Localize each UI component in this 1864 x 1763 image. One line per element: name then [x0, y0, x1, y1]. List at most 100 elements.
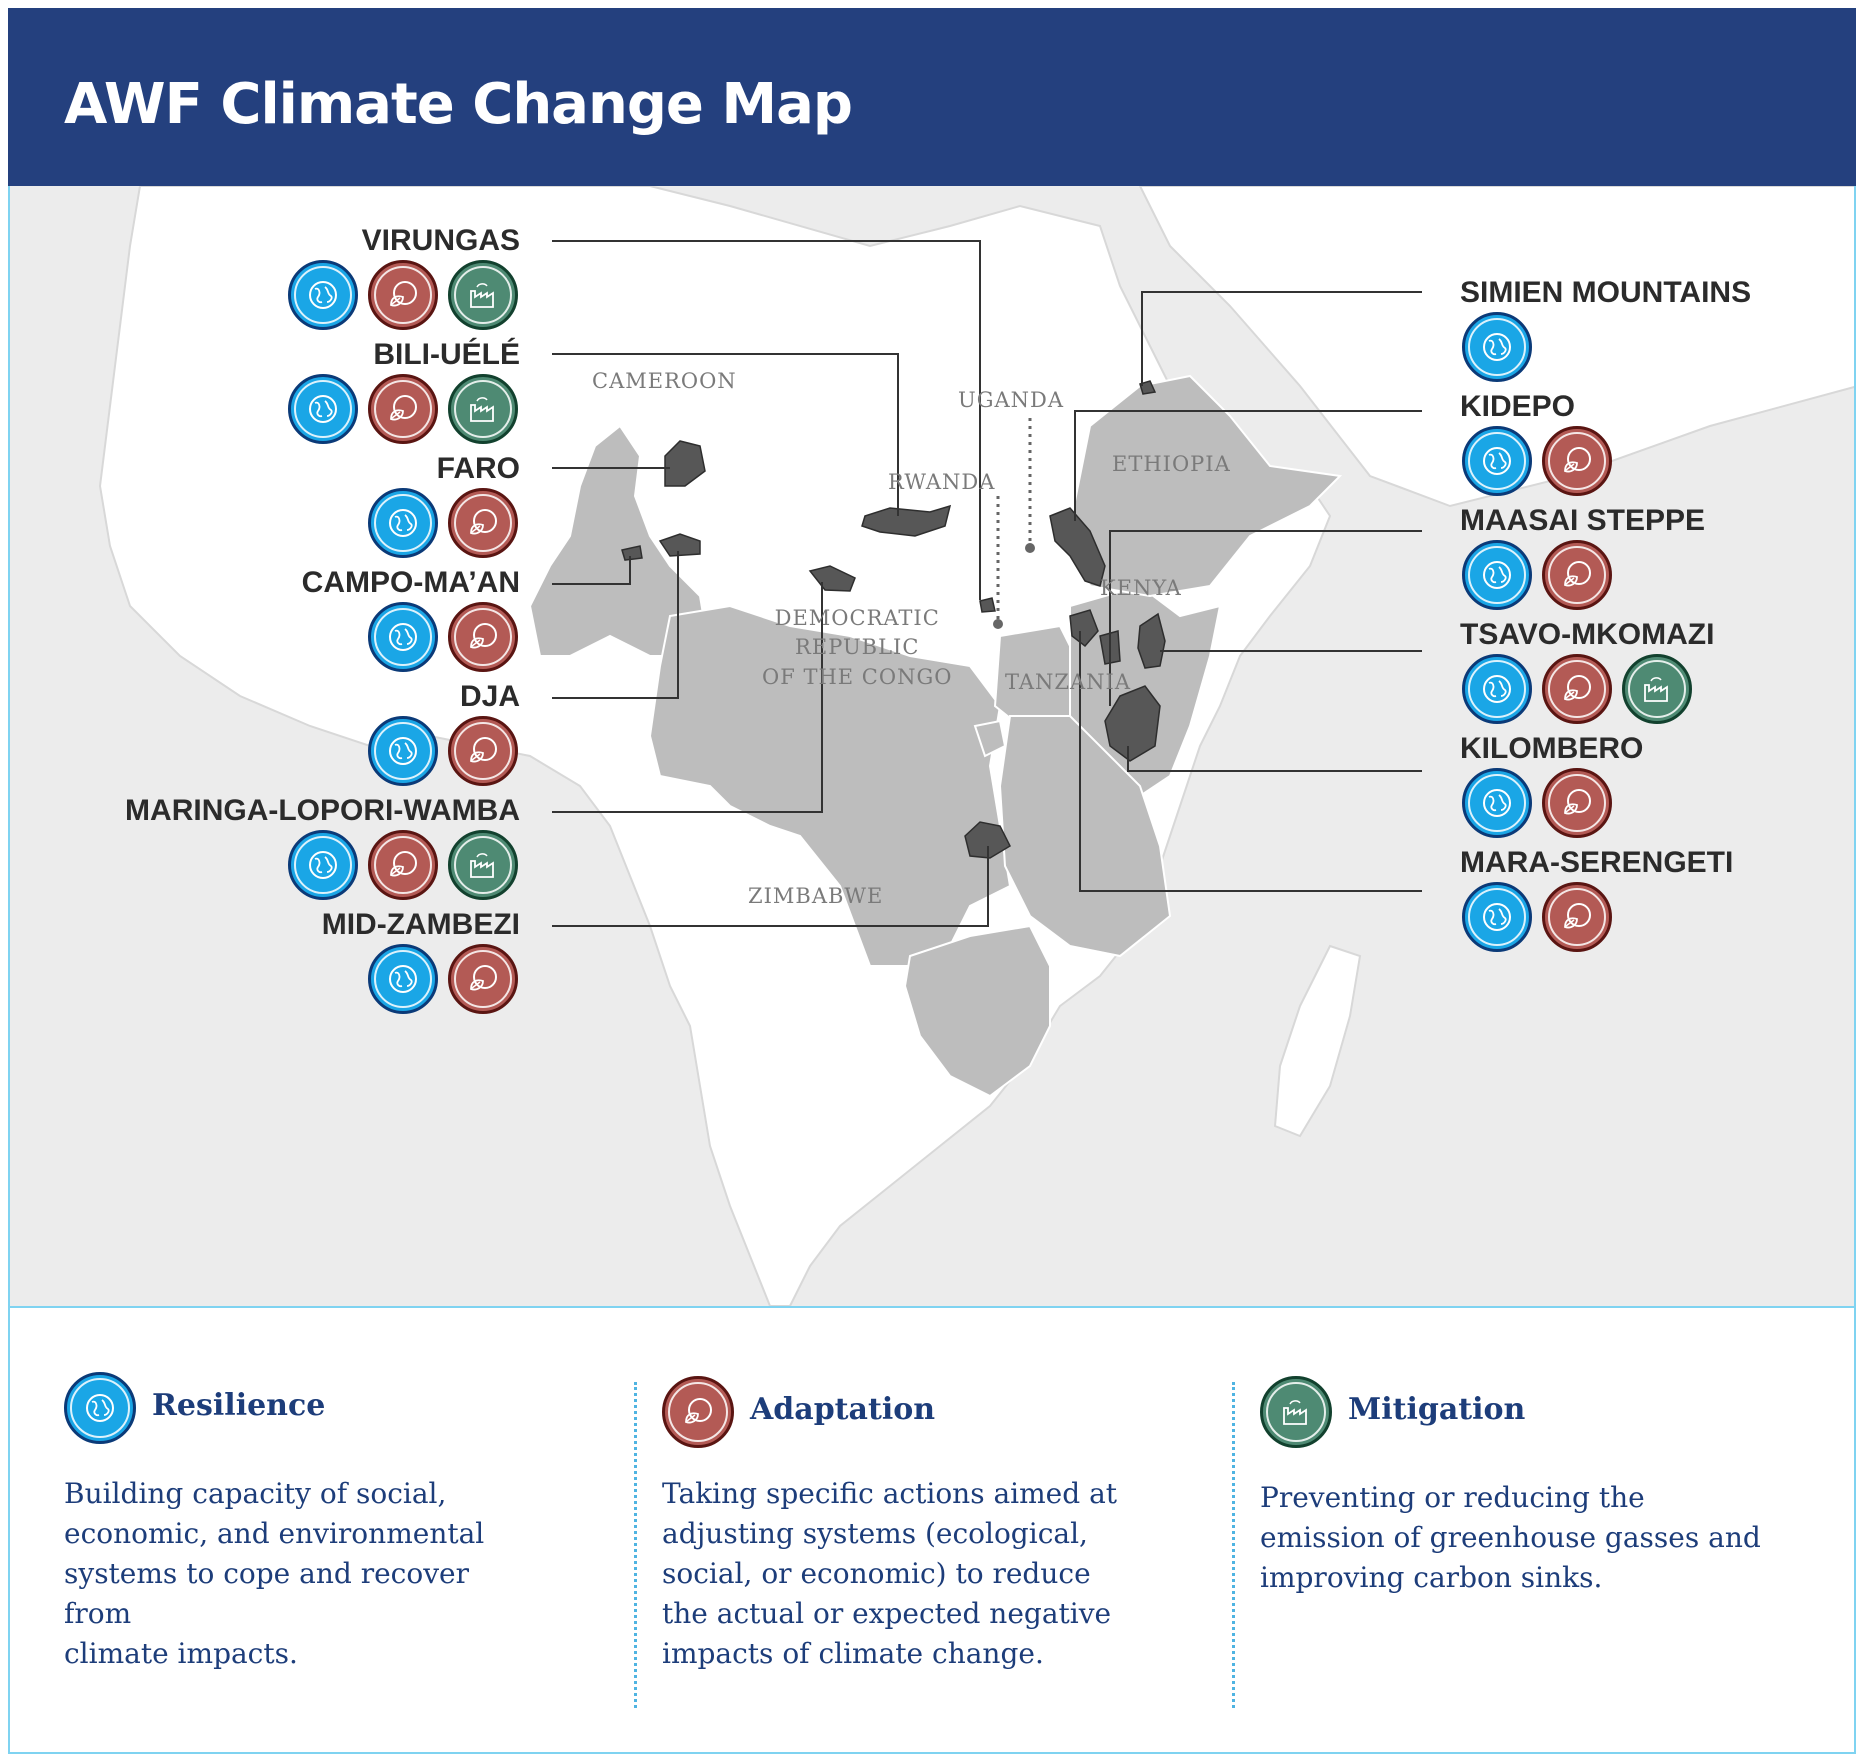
legend-mitigation-line: emission of greenhouse gasses and [1260, 1521, 1761, 1554]
uganda-pointer-dot [1025, 543, 1035, 553]
adaptation-badge [1542, 540, 1612, 610]
legend-mitigation-line: improving carbon sinks. [1260, 1561, 1603, 1594]
legend-panel: Resilience Building capacity of social, … [8, 1306, 1856, 1754]
campo-maan-area [621, 545, 643, 561]
site-label-campo-ma-an: CAMPO-MA’AN [301, 566, 520, 599]
mitigation-badge [448, 260, 518, 330]
globe-hands-icon [309, 281, 337, 309]
site-icons-faro [368, 488, 518, 558]
legend-resilience-line: climate impacts. [64, 1637, 298, 1670]
legend-adaptation-line: the actual or expected negative [662, 1597, 1112, 1630]
adaptation-badge [448, 944, 518, 1014]
factory-icon [470, 283, 494, 308]
legend-adaptation-line: adjusting systems (ecological, [662, 1517, 1088, 1550]
leaf-globe-icon [1564, 789, 1591, 815]
zimbabwe-shape [903, 924, 1051, 1098]
site-label-mara-serengeti: MARA-SERENGETI [1460, 846, 1734, 879]
country-pointers [996, 418, 1032, 620]
legend-adaptation-title: Adaptation [750, 1392, 936, 1427]
ethiopia-shape [1068, 374, 1343, 598]
leaf-globe-icon [470, 623, 497, 649]
adaptation-badge [1542, 426, 1612, 496]
maasai-steppe-area [1104, 685, 1161, 762]
site-icons-mara-serengeti [1462, 882, 1612, 952]
leaf-globe-icon [470, 965, 497, 991]
site-icons-kilombero [1462, 768, 1612, 838]
resilience-badge [1462, 312, 1532, 382]
leader-virungas [552, 240, 981, 600]
adaptation-badge [1542, 654, 1612, 724]
adaptation-badge [368, 374, 438, 444]
site-label-mid-zambezi: MID-ZAMBEZI [321, 908, 520, 941]
leader-simien [1141, 291, 1422, 386]
site-label-kilombero: KILOMBERO [1460, 732, 1644, 765]
dja-area [658, 533, 701, 557]
site-icons-maasai-steppe [1462, 540, 1612, 610]
leader-maringa [552, 582, 823, 813]
globe-hands-icon [1483, 675, 1511, 703]
mid-zambezi-area [964, 821, 1011, 859]
site-icons-dja [368, 716, 518, 786]
leader-bili-uele [552, 353, 899, 516]
adaptation-badge [368, 260, 438, 330]
leaf-globe-icon [390, 395, 417, 421]
site-label-maringa-lopori-wamba: MARINGA-LOPORI-WAMBA [125, 794, 520, 827]
legend-mitigation-badge [1260, 1376, 1332, 1448]
site-icons-campo-ma-an [368, 602, 518, 672]
site-label-simien-mountains: SIMIEN MOUNTAINS [1460, 276, 1752, 309]
adaptation-badge [368, 830, 438, 900]
globe-hands-icon [309, 851, 337, 879]
rwanda-pointer-dot [993, 619, 1003, 629]
leader-mara-serengeti [1079, 631, 1422, 892]
label-drc-line1: DEMOCRATIC [774, 606, 940, 630]
site-label-tsavo-mkomazi: TSAVO-MKOMAZI [1460, 618, 1715, 651]
simien-area [1139, 380, 1157, 395]
legend-mitigation-title: Mitigation [1348, 1392, 1526, 1427]
leaf-globe-icon [390, 281, 417, 307]
adaptation-badge [1542, 882, 1612, 952]
site-icons-bili-u-l [288, 374, 518, 444]
label-rwanda: RWANDA [888, 470, 996, 494]
site-icons-virungas [288, 260, 518, 330]
leader-campo-maan [552, 556, 631, 585]
resilience-badge [1462, 654, 1532, 724]
map-area: CAMEROON UGANDA RWANDA ETHIOPIA KENYA DE… [8, 186, 1856, 1306]
legend-resilience-line: Building capacity of social, [64, 1477, 447, 1510]
label-tanzania: TANZANIA [1005, 670, 1131, 694]
page-title: AWF Climate Change Map [64, 72, 853, 137]
adaptation-badge [448, 488, 518, 558]
legend-adaptation-badge [662, 1376, 734, 1448]
label-drc-line3: OF THE CONGO [762, 664, 953, 689]
adaptation-badge [448, 716, 518, 786]
site-label-virungas: VIRUNGAS [361, 224, 520, 257]
legend-resilience-line: economic, and environmental [64, 1517, 485, 1550]
cameroon-shape [528, 424, 712, 657]
globe-hands-icon [1483, 903, 1511, 931]
tsavo-mkomazi-area [1137, 612, 1166, 669]
site-label-bili-u-l: BILI-UÉLÉ [373, 338, 520, 371]
resilience-badge [1462, 768, 1532, 838]
label-cameroon: CAMEROON [592, 369, 737, 393]
adaptation-badge [1542, 768, 1612, 838]
leaf-globe-icon [685, 1398, 712, 1424]
site-icons-maringa-lopori-wamba [288, 830, 518, 900]
faro-area [664, 440, 706, 487]
label-kenya: KENYA [1100, 576, 1182, 600]
resilience-badge [368, 716, 438, 786]
label-uganda: UGANDA [958, 388, 1065, 412]
resilience-badge [1462, 882, 1532, 952]
globe-hands-icon [1483, 333, 1511, 361]
factory-icon [1283, 1400, 1307, 1425]
globe-hands-icon [389, 965, 417, 993]
legend-divider-1 [634, 1382, 637, 1708]
globe-hands-icon [309, 395, 337, 423]
legend-adaptation-line: social, or economic) to reduce [662, 1557, 1091, 1590]
resilience-badge [368, 488, 438, 558]
header-banner: AWF Climate Change Map [8, 8, 1856, 186]
legend-adaptation-desc: Taking specific actions aimed at adjusti… [662, 1474, 1162, 1674]
resilience-badge [1462, 426, 1532, 496]
virungas-area [979, 597, 996, 613]
adaptation-badge [448, 602, 518, 672]
site-icons-kidepo [1462, 426, 1612, 496]
leader-lines [552, 240, 1422, 927]
